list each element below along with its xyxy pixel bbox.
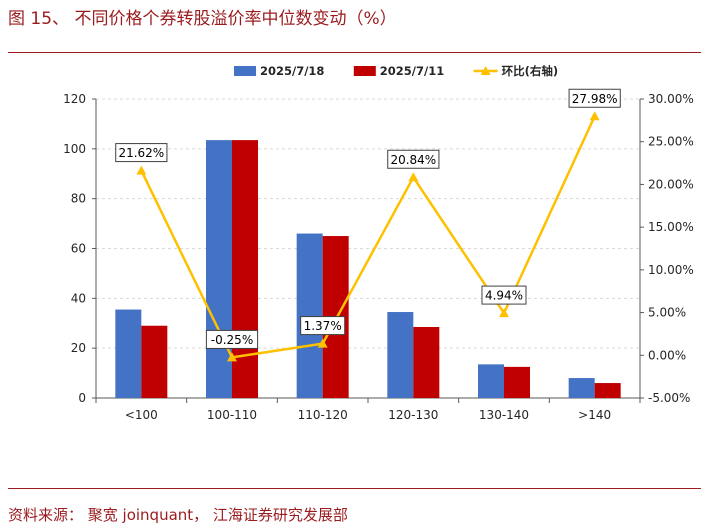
x-tick-label: 100-110	[207, 408, 257, 422]
y-left-tick-label: 120	[63, 92, 86, 106]
bar-series-1	[478, 364, 504, 398]
title-divider	[8, 52, 701, 53]
y-left-tick-label: 0	[78, 391, 86, 405]
data-label: 21.62%	[118, 146, 164, 160]
x-tick-label: >140	[578, 408, 611, 422]
line-marker	[589, 111, 600, 121]
y-right-tick-label: 15.00%	[648, 220, 694, 234]
x-tick-label: 120-130	[388, 408, 438, 422]
line-marker	[499, 308, 509, 318]
bar-series-2	[594, 383, 621, 398]
figure-title: 图 15、 不同价格个券转股溢价率中位数变动（%）	[8, 9, 397, 29]
legend-swatch	[234, 66, 256, 76]
x-tick-label: 110-120	[298, 408, 348, 422]
footer-divider	[8, 488, 701, 489]
y-right-tick-label: 10.00%	[648, 263, 694, 277]
y-right-tick-label: 20.00%	[648, 177, 694, 191]
line-marker	[408, 172, 419, 182]
bar-series-1	[296, 233, 323, 398]
bar-series-2	[413, 326, 440, 398]
bar-series-1	[387, 312, 414, 398]
bar-series-2	[141, 325, 168, 398]
y-right-tick-label: 30.00%	[648, 92, 694, 106]
x-tick-label: 130-140	[479, 408, 529, 422]
data-label-box	[205, 329, 259, 349]
y-left-tick-label: 40	[71, 291, 86, 305]
y-right-tick-label: -5.00%	[648, 391, 690, 405]
legend-swatch	[353, 66, 376, 76]
y-right-tick-label: 5.00%	[648, 306, 686, 320]
y-left-tick-label: 60	[71, 242, 86, 256]
y-left-tick-label: 100	[63, 142, 86, 156]
data-label: 4.94%	[485, 289, 523, 303]
data-label-box	[300, 316, 346, 336]
data-label-box	[568, 88, 621, 108]
bar-series-2	[232, 140, 258, 399]
data-label-box	[481, 285, 527, 305]
data-label: 27.98%	[572, 92, 618, 106]
legend-label: 2025/7/11	[380, 64, 444, 78]
bar-series-1	[568, 378, 595, 398]
legend-label: 环比(右轴)	[502, 64, 559, 78]
data-label-box	[115, 143, 168, 163]
y-left-tick-label: 80	[71, 192, 86, 206]
source-note: 资料来源： 聚宽 joinquant， 江海证券研究发展部	[8, 506, 348, 524]
y-right-tick-label: 0.00%	[648, 348, 686, 362]
chart-canvas: 0 20 40 60 80 100 120 -5.00% 0.00% 5.00% 10.00% 15.…	[63, 64, 694, 422]
line-marker	[227, 352, 237, 362]
x-tick-label: <100	[125, 408, 158, 422]
bar-series-1	[206, 140, 232, 399]
line-marker	[317, 338, 328, 348]
line-marker	[136, 165, 147, 175]
y-left-tick-label: 20	[71, 341, 86, 355]
data-label: 1.37%	[304, 319, 342, 333]
line-series-path	[140, 115, 596, 359]
data-label: 20.84%	[390, 153, 436, 167]
bar-series-1	[115, 309, 142, 398]
y-right-tick-label: 25.00%	[648, 135, 694, 149]
data-label: -0.25%	[211, 333, 253, 347]
legend-label: 2025/7/18	[260, 64, 324, 78]
legend-line-marker	[480, 66, 491, 75]
bar-series-2	[504, 366, 530, 398]
data-label-box	[387, 149, 440, 169]
